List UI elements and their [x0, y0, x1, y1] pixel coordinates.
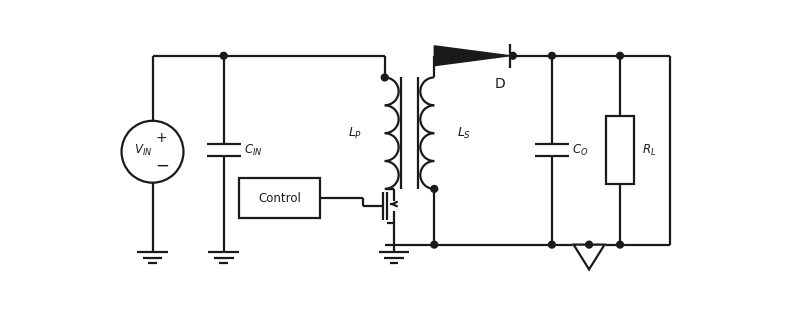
- FancyBboxPatch shape: [239, 178, 320, 218]
- Circle shape: [510, 52, 516, 59]
- Text: $L_S$: $L_S$: [456, 126, 471, 141]
- Text: $C_{IN}$: $C_{IN}$: [244, 143, 262, 158]
- Text: $L_P$: $L_P$: [348, 126, 363, 141]
- Text: $R_L$: $R_L$: [642, 143, 656, 158]
- Circle shape: [617, 52, 623, 59]
- Circle shape: [431, 241, 438, 248]
- Circle shape: [586, 241, 593, 248]
- Text: $C_O$: $C_O$: [572, 143, 588, 158]
- Circle shape: [221, 52, 227, 59]
- Polygon shape: [574, 245, 605, 269]
- Circle shape: [381, 74, 388, 81]
- Circle shape: [548, 52, 555, 59]
- Circle shape: [548, 241, 555, 248]
- Circle shape: [431, 186, 438, 192]
- Text: D: D: [495, 77, 505, 91]
- Text: Control: Control: [258, 192, 301, 205]
- Bar: [606, 116, 634, 184]
- Circle shape: [617, 241, 623, 248]
- Text: $V_{IN}$: $V_{IN}$: [134, 143, 153, 158]
- Text: +: +: [156, 131, 168, 145]
- Text: −: −: [155, 156, 169, 175]
- Polygon shape: [435, 46, 510, 66]
